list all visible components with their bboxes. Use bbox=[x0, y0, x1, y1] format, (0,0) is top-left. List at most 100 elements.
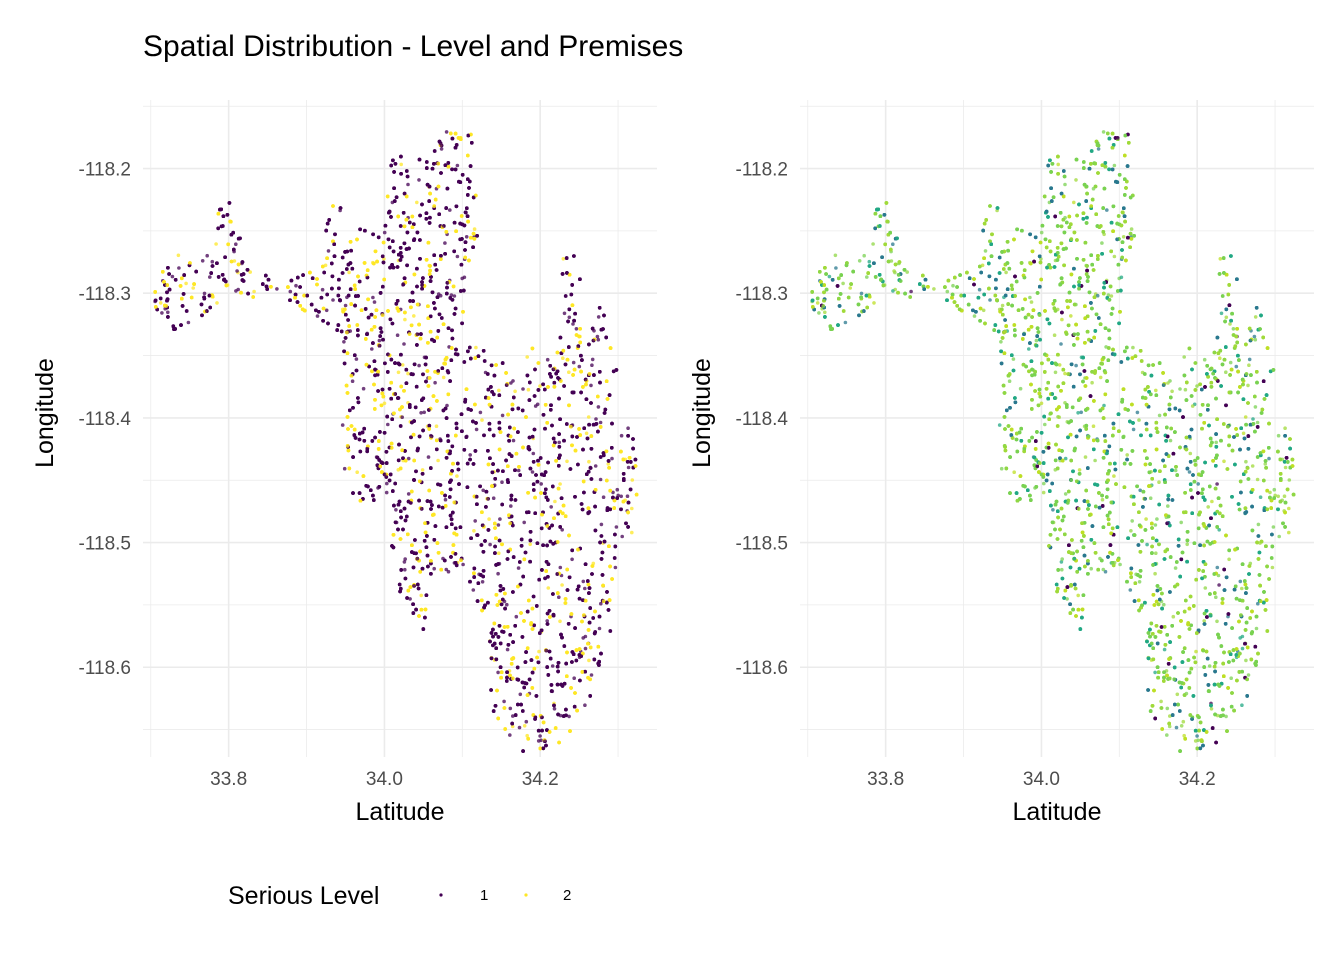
data-point bbox=[232, 259, 237, 263]
data-point bbox=[533, 404, 538, 408]
data-point bbox=[595, 334, 600, 339]
data-point bbox=[426, 455, 431, 459]
data-point bbox=[347, 270, 351, 275]
data-point bbox=[444, 130, 449, 134]
data-point bbox=[202, 291, 207, 296]
data-point bbox=[522, 520, 526, 525]
data-point bbox=[422, 410, 427, 415]
data-point bbox=[562, 311, 567, 316]
data-point bbox=[354, 357, 359, 361]
data-point bbox=[160, 311, 164, 315]
data-point bbox=[478, 410, 483, 415]
data-point bbox=[500, 480, 504, 485]
data-point bbox=[496, 670, 500, 675]
data-point bbox=[539, 482, 543, 486]
data-point bbox=[406, 371, 410, 376]
data-point bbox=[372, 300, 377, 304]
data-point bbox=[511, 714, 515, 718]
data-point bbox=[443, 497, 448, 502]
data-point bbox=[326, 249, 331, 253]
data-point bbox=[394, 508, 398, 512]
data-point bbox=[516, 566, 521, 570]
data-point bbox=[452, 294, 457, 298]
data-point bbox=[516, 468, 521, 473]
data-point bbox=[611, 490, 615, 495]
data-point bbox=[584, 431, 589, 436]
data-point bbox=[200, 259, 205, 263]
data-point bbox=[589, 383, 593, 388]
data-point bbox=[462, 275, 467, 280]
data-point bbox=[606, 462, 611, 466]
data-point bbox=[565, 459, 569, 464]
data-point bbox=[342, 340, 346, 344]
data-point bbox=[596, 337, 601, 342]
data-point bbox=[613, 565, 618, 570]
data-point bbox=[615, 487, 620, 492]
data-point bbox=[522, 724, 527, 728]
data-point bbox=[415, 200, 419, 205]
data-point bbox=[571, 360, 576, 365]
data-point bbox=[350, 379, 355, 384]
data-point bbox=[505, 602, 509, 607]
data-point bbox=[596, 315, 601, 319]
data-point bbox=[525, 733, 529, 738]
left-points bbox=[153, 130, 639, 753]
data-point bbox=[511, 379, 515, 383]
data-point bbox=[596, 405, 601, 409]
data-point bbox=[509, 504, 513, 508]
data-point bbox=[549, 505, 553, 509]
data-point bbox=[508, 706, 513, 711]
data-point bbox=[323, 263, 328, 268]
data-point bbox=[433, 380, 437, 385]
data-point bbox=[601, 495, 606, 500]
data-point bbox=[526, 387, 531, 392]
data-point bbox=[561, 257, 566, 261]
data-point bbox=[403, 557, 408, 561]
data-point bbox=[616, 493, 620, 498]
data-point bbox=[461, 562, 465, 567]
data-point bbox=[468, 453, 473, 457]
data-point bbox=[382, 230, 387, 235]
data-point bbox=[234, 242, 238, 246]
data-point bbox=[524, 719, 529, 724]
data-point bbox=[567, 315, 572, 320]
data-point bbox=[538, 734, 542, 738]
data-point bbox=[439, 147, 444, 151]
data-point bbox=[403, 317, 407, 322]
data-point bbox=[583, 634, 588, 639]
data-point bbox=[545, 357, 550, 362]
data-point bbox=[630, 530, 634, 535]
data-point bbox=[402, 342, 406, 346]
data-point bbox=[382, 401, 387, 406]
data-point bbox=[487, 517, 491, 521]
data-point bbox=[412, 314, 416, 318]
data-point bbox=[496, 523, 501, 527]
data-point bbox=[205, 253, 209, 258]
data-point bbox=[619, 494, 623, 499]
data-point bbox=[449, 293, 454, 297]
data-point bbox=[510, 724, 515, 729]
data-point bbox=[567, 370, 571, 375]
data-point bbox=[557, 440, 561, 445]
data-point bbox=[488, 542, 492, 547]
data-point bbox=[559, 573, 564, 578]
data-point bbox=[577, 364, 582, 369]
data-point bbox=[513, 389, 517, 394]
data-point bbox=[491, 496, 496, 501]
data-point bbox=[448, 208, 452, 212]
data-point bbox=[191, 286, 195, 290]
data-point bbox=[558, 619, 562, 624]
data-point bbox=[599, 522, 604, 527]
data-point bbox=[626, 465, 631, 470]
data-point bbox=[593, 464, 598, 468]
data-point bbox=[402, 560, 407, 564]
data-point bbox=[521, 387, 525, 391]
data-point bbox=[614, 525, 619, 529]
data-point bbox=[598, 420, 603, 425]
data-point bbox=[215, 301, 219, 305]
data-point bbox=[574, 327, 579, 331]
data-point bbox=[560, 583, 564, 587]
data-point bbox=[571, 322, 575, 326]
data-point bbox=[619, 433, 624, 438]
data-point bbox=[417, 363, 421, 368]
